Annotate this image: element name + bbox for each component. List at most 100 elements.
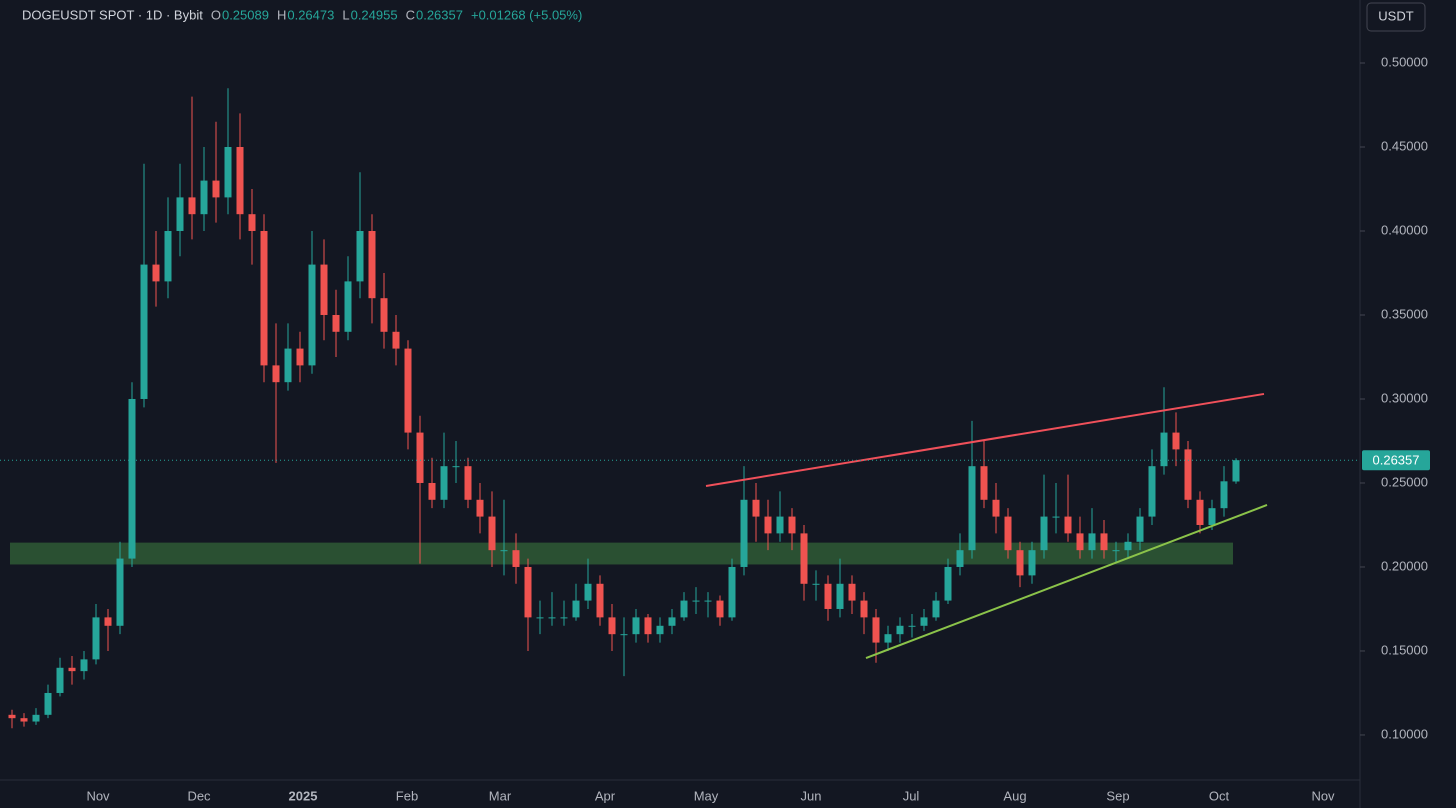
candle-body xyxy=(620,634,628,636)
candle-body xyxy=(524,566,532,618)
candle-body xyxy=(1208,508,1216,525)
candle-body xyxy=(128,398,136,559)
ohlc-change: +0.01268 (+5.05%) xyxy=(471,7,582,22)
candle-body xyxy=(356,230,364,282)
candle-body xyxy=(728,566,736,618)
candle-body xyxy=(296,348,304,366)
candle-body xyxy=(20,718,28,722)
legend-header: DOGEUSDT SPOT · 1D · Bybit O 0.25089 H 0.26… xyxy=(22,7,582,22)
candle-body xyxy=(692,600,700,602)
candle-body xyxy=(1184,449,1192,500)
y-tick-label: 0.45000 xyxy=(1381,138,1428,153)
candle-body xyxy=(224,146,232,198)
candle-body xyxy=(884,634,892,643)
candle-body xyxy=(1004,516,1012,551)
candle-body xyxy=(500,550,508,552)
candle-body xyxy=(632,617,640,635)
candle-body xyxy=(1076,533,1084,551)
candle-body xyxy=(1088,533,1096,551)
candle-body xyxy=(188,197,196,215)
ohlc-key: C xyxy=(406,7,415,22)
candle-body xyxy=(32,714,40,722)
x-tick-label: 2025 xyxy=(289,788,318,803)
y-tick-label: 0.25000 xyxy=(1381,474,1428,489)
candle-body xyxy=(920,617,928,626)
candle-body xyxy=(212,180,220,198)
ohlc-key: H xyxy=(277,7,286,22)
candle-body xyxy=(476,499,484,517)
x-tick-label: Jul xyxy=(903,788,920,803)
candle-body xyxy=(176,197,184,231)
candle-body xyxy=(368,230,376,299)
candle-body xyxy=(1160,432,1168,467)
y-tick-label: 0.30000 xyxy=(1381,390,1428,405)
trendline xyxy=(865,504,1268,659)
support-zone xyxy=(10,542,1233,565)
trendline xyxy=(705,392,1265,487)
candle-body xyxy=(116,558,124,626)
ohlc-value: 0.26473 xyxy=(287,7,334,22)
candle-body xyxy=(1172,432,1180,450)
x-tick-label: Dec xyxy=(187,788,211,803)
candle-body xyxy=(872,617,880,643)
currency-box[interactable] xyxy=(1366,2,1426,32)
candle-body xyxy=(464,466,472,500)
ohlc-key: L xyxy=(342,7,349,22)
y-tick-label: 0.35000 xyxy=(1381,306,1428,321)
candle-body xyxy=(344,281,352,332)
candle-body xyxy=(392,331,400,349)
candle-body xyxy=(332,314,340,332)
candle-body xyxy=(1028,550,1036,576)
candle-body xyxy=(1100,533,1108,551)
candle-body xyxy=(548,617,556,619)
y-tick-label: 0.50000 xyxy=(1381,54,1428,69)
candle-body xyxy=(836,583,844,609)
candle-body xyxy=(944,566,952,601)
candle-body xyxy=(800,533,808,584)
candle-body xyxy=(1196,499,1204,525)
candle-body xyxy=(812,583,820,585)
candle-body xyxy=(584,583,592,601)
candle-body xyxy=(608,617,616,635)
y-tick-label: 0.10000 xyxy=(1381,726,1428,741)
candle-body xyxy=(1124,541,1132,551)
candle-body xyxy=(644,617,652,635)
candle-body xyxy=(560,617,568,619)
candle-body xyxy=(680,600,688,618)
candle-body xyxy=(968,466,976,551)
candle-body xyxy=(440,466,448,500)
x-tick-label: Mar xyxy=(489,788,512,803)
candle-body xyxy=(308,264,316,366)
last-price-label: 0.26357 xyxy=(1373,453,1420,468)
candle-body xyxy=(668,617,676,626)
ohlc-key: O xyxy=(211,7,221,22)
candle-body xyxy=(848,583,856,601)
candle-body xyxy=(428,482,436,500)
candle-body xyxy=(1052,516,1060,518)
candle-body xyxy=(740,499,748,567)
candle-body xyxy=(200,180,208,215)
x-tick-label: Nov xyxy=(1311,788,1335,803)
candle-body xyxy=(404,348,412,433)
x-tick-label: May xyxy=(694,788,719,803)
candle-body xyxy=(272,365,280,383)
candle-body xyxy=(932,600,940,618)
y-tick-label: 0.20000 xyxy=(1381,558,1428,573)
candle-body xyxy=(896,625,904,635)
candle-body xyxy=(1064,516,1072,534)
candle-body xyxy=(452,466,460,468)
candle-body xyxy=(92,617,100,660)
currency-label[interactable]: USDT xyxy=(1378,8,1413,23)
candle-body xyxy=(140,264,148,399)
candle-body xyxy=(248,214,256,231)
candle-body xyxy=(596,583,604,618)
candle-body xyxy=(764,516,772,534)
x-tick-label: Aug xyxy=(1003,788,1026,803)
candle-body xyxy=(656,625,664,635)
candle-body xyxy=(152,264,160,282)
ohlc-value: 0.26357 xyxy=(416,7,463,22)
candle-body xyxy=(80,659,88,672)
x-tick-label: Jun xyxy=(801,788,822,803)
